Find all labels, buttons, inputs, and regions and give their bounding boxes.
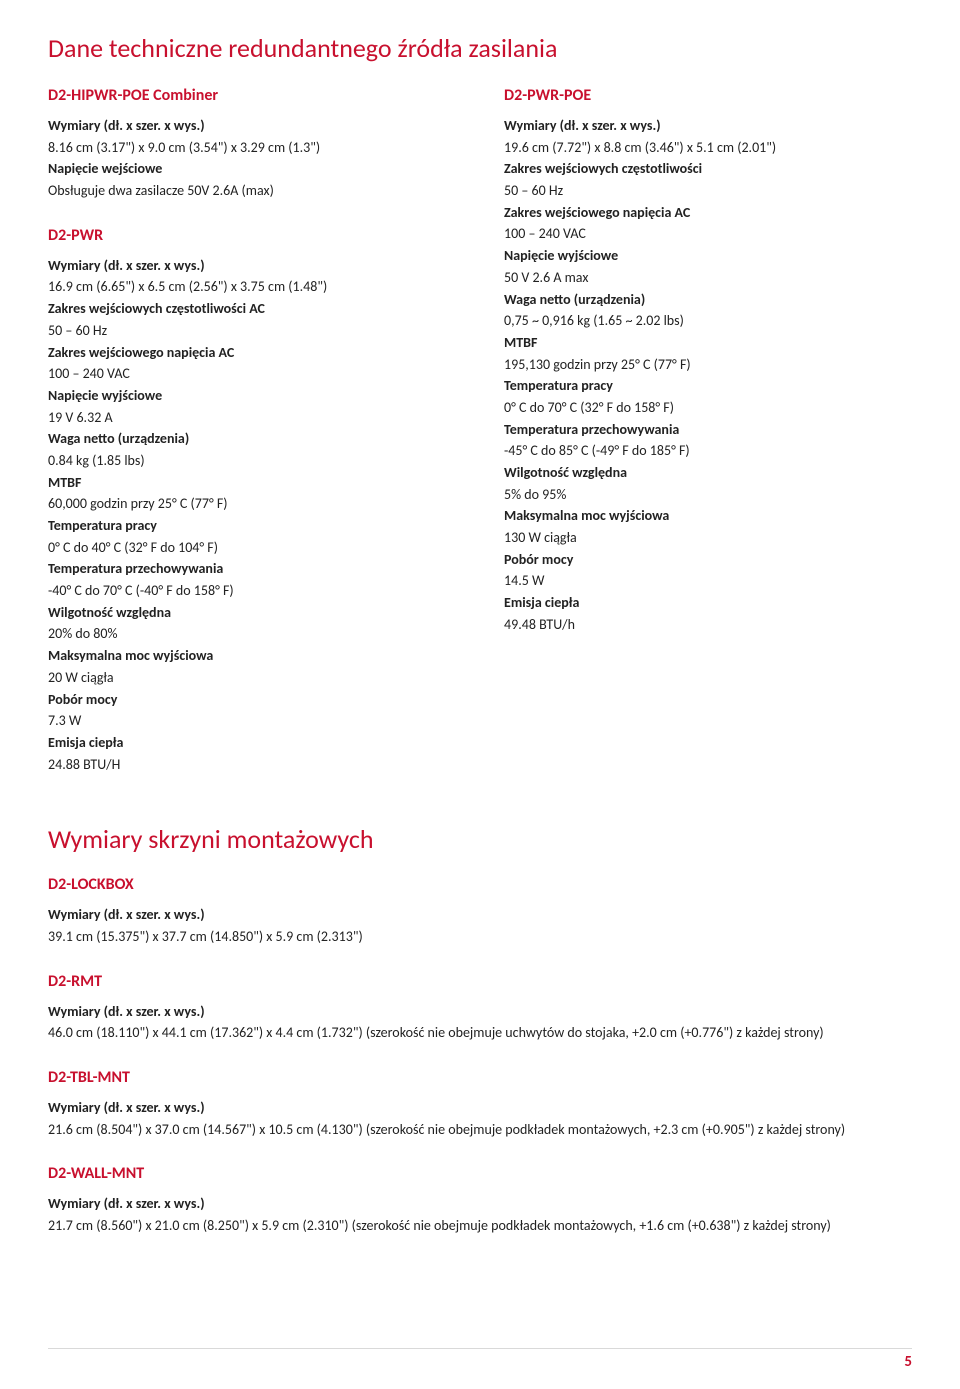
spec-value: 7.3 W xyxy=(48,710,456,732)
spec-label: Waga netto (urządzenia) xyxy=(504,289,912,311)
subsection-title: Wymiary skrzyni montażowych xyxy=(48,823,912,855)
spec-value: 19.6 cm (7.72") x 8.8 cm (3.46") x 5.1 c… xyxy=(504,137,912,159)
spec-label: Emisja ciepła xyxy=(48,732,456,754)
spec-value: 0° C do 70° C (32° F do 158° F) xyxy=(504,397,912,419)
spec-value: 19 V 6.32 A xyxy=(48,407,456,429)
spec-label: Wymiary (dł. x szer. x wys.) xyxy=(48,1097,912,1119)
product-title: D2-PWR-POE xyxy=(504,86,912,105)
spec-label: Wilgotność względna xyxy=(504,462,912,484)
spec-value: 21.7 cm (8.560") x 21.0 cm (8.250") x 5.… xyxy=(48,1215,912,1237)
spec-value: 60,000 godzin przy 25° C (77° F) xyxy=(48,493,456,515)
spec-label: Temperatura przechowywania xyxy=(48,558,456,580)
spec-label: MTBF xyxy=(504,332,912,354)
product-d2-hipwr-poe: D2-HIPWR-POE Combiner Wymiary (dł. x sze… xyxy=(48,86,456,202)
spec-label: Maksymalna moc wyjściowa xyxy=(504,505,912,527)
spec-value: 16.9 cm (6.65") x 6.5 cm (2.56") x 3.75 … xyxy=(48,276,456,298)
spec-value: 0.84 kg (1.85 lbs) xyxy=(48,450,456,472)
mount-d2-lockbox: D2-LOCKBOX Wymiary (dł. x szer. x wys.) … xyxy=(48,875,912,947)
mount-d2-tbl-mnt: D2-TBL-MNT Wymiary (dł. x szer. x wys.) … xyxy=(48,1068,912,1140)
spec-value: 100 – 240 VAC xyxy=(504,223,912,245)
product-title: D2-RMT xyxy=(48,972,912,991)
page-title: Dane techniczne redundantnego źródła zas… xyxy=(48,32,912,64)
spec-value: 39.1 cm (15.375") x 37.7 cm (14.850") x … xyxy=(48,926,912,948)
product-d2-pwr: D2-PWR Wymiary (dł. x szer. x wys.) 16.9… xyxy=(48,226,456,776)
spec-value: 49.48 BTU/h xyxy=(504,614,912,636)
spec-label: Wymiary (dł. x szer. x wys.) xyxy=(48,1001,912,1023)
spec-value: 20 W ciągła xyxy=(48,667,456,689)
mount-d2-rmt: D2-RMT Wymiary (dł. x szer. x wys.) 46.0… xyxy=(48,972,912,1044)
spec-label: Waga netto (urządzenia) xyxy=(48,428,456,450)
spec-value: 195,130 godzin przy 25° C (77° F) xyxy=(504,354,912,376)
spec-label: Zakres wejściowego napięcia AC xyxy=(504,202,912,224)
spec-value: 50 – 60 Hz xyxy=(504,180,912,202)
spec-label: Temperatura przechowywania xyxy=(504,419,912,441)
product-title: D2-WALL-MNT xyxy=(48,1164,912,1183)
product-title: D2-HIPWR-POE Combiner xyxy=(48,86,456,105)
footer-divider xyxy=(48,1348,912,1349)
spec-label: Wymiary (dł. x szer. x wys.) xyxy=(48,904,912,926)
spec-label: Temperatura pracy xyxy=(504,375,912,397)
spec-label: Pobór mocy xyxy=(504,549,912,571)
left-column: D2-HIPWR-POE Combiner Wymiary (dł. x sze… xyxy=(48,80,456,799)
product-d2-pwr-poe: D2-PWR-POE Wymiary (dł. x szer. x wys.) … xyxy=(504,86,912,636)
spec-label: Zakres wejściowych częstotliwości AC xyxy=(48,298,456,320)
spec-label: Temperatura pracy xyxy=(48,515,456,537)
spec-value: 5% do 95% xyxy=(504,484,912,506)
spec-value: Obsługuje dwa zasilacze 50V 2.6A (max) xyxy=(48,180,456,202)
spec-value: 0° C do 40° C (32° F do 104° F) xyxy=(48,537,456,559)
spec-value: 50 V 2.6 A max xyxy=(504,267,912,289)
spec-value: 0,75 ~ 0,916 kg (1.65 ~ 2.02 lbs) xyxy=(504,310,912,332)
spec-label: Wilgotność względna xyxy=(48,602,456,624)
specs-columns: D2-HIPWR-POE Combiner Wymiary (dł. x sze… xyxy=(48,80,912,799)
spec-value: 24.88 BTU/H xyxy=(48,754,456,776)
product-title: D2-LOCKBOX xyxy=(48,875,912,894)
spec-value: 50 – 60 Hz xyxy=(48,320,456,342)
spec-label: Emisja ciepła xyxy=(504,592,912,614)
spec-label: Zakres wejściowego napięcia AC xyxy=(48,342,456,364)
spec-value: 14.5 W xyxy=(504,570,912,592)
spec-label: Wymiary (dł. x szer. x wys.) xyxy=(48,255,456,277)
spec-label: Maksymalna moc wyjściowa xyxy=(48,645,456,667)
right-column: D2-PWR-POE Wymiary (dł. x szer. x wys.) … xyxy=(504,80,912,799)
spec-label: Wymiary (dł. x szer. x wys.) xyxy=(48,1193,912,1215)
product-title: D2-PWR xyxy=(48,226,456,245)
spec-label: Pobór mocy xyxy=(48,689,456,711)
spec-label: Napięcie wyjściowe xyxy=(504,245,912,267)
spec-value: 20% do 80% xyxy=(48,623,456,645)
mount-d2-wall-mnt: D2-WALL-MNT Wymiary (dł. x szer. x wys.)… xyxy=(48,1164,912,1236)
spec-value: -40° C do 70° C (-40° F do 158° F) xyxy=(48,580,456,602)
spec-value: 21.6 cm (8.504") x 37.0 cm (14.567") x 1… xyxy=(48,1119,912,1141)
spec-value: 130 W ciągła xyxy=(504,527,912,549)
page-number: 5 xyxy=(904,1353,912,1371)
spec-value: 8.16 cm (3.17") x 9.0 cm (3.54") x 3.29 … xyxy=(48,137,456,159)
spec-label: MTBF xyxy=(48,472,456,494)
spec-value: 100 – 240 VAC xyxy=(48,363,456,385)
spec-label: Napięcie wyjściowe xyxy=(48,385,456,407)
spec-label: Zakres wejściowych częstotliwości xyxy=(504,158,912,180)
product-title: D2-TBL-MNT xyxy=(48,1068,912,1087)
spec-label: Wymiary (dł. x szer. x wys.) xyxy=(504,115,912,137)
spec-value: -45° C do 85° C (-49° F do 185° F) xyxy=(504,440,912,462)
spec-label: Wymiary (dł. x szer. x wys.) xyxy=(48,115,456,137)
spec-label: Napięcie wejściowe xyxy=(48,158,456,180)
spec-value: 46.0 cm (18.110") x 44.1 cm (17.362") x … xyxy=(48,1022,912,1044)
